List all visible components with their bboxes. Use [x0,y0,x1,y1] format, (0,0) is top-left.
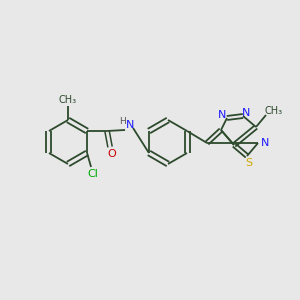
Text: S: S [245,158,253,168]
Text: N: N [242,108,250,118]
Text: H: H [119,118,125,127]
Text: CH₃: CH₃ [59,95,77,105]
Text: CH₃: CH₃ [265,106,283,116]
Text: N: N [218,110,226,120]
Text: N: N [126,120,134,130]
Text: Cl: Cl [88,169,98,179]
Text: O: O [108,149,116,159]
Text: N: N [261,138,269,148]
